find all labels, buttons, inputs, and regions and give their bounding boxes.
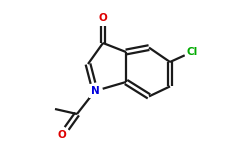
- Text: Cl: Cl: [186, 47, 198, 57]
- Text: N: N: [90, 86, 100, 96]
- Text: O: O: [58, 130, 66, 140]
- Text: O: O: [98, 13, 108, 23]
